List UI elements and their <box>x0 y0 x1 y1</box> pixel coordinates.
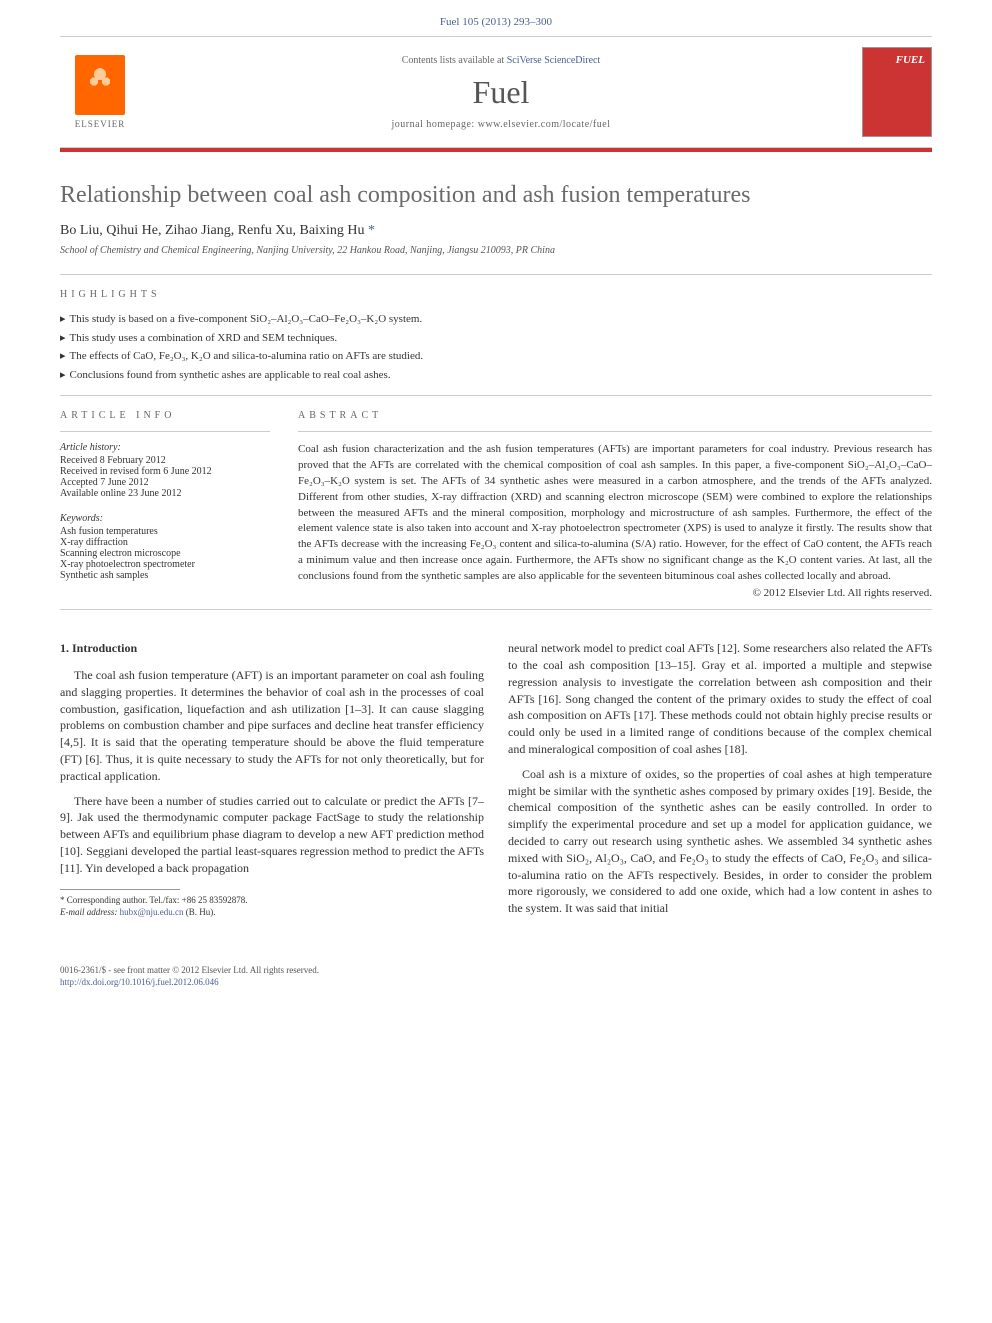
highlight-text: This study is based on a five-component … <box>70 313 423 325</box>
email-label: E-mail address: <box>60 907 120 917</box>
article-content: Relationship between coal ash compositio… <box>0 152 992 945</box>
email-line: E-mail address: hubx@nju.edu.cn (B. Hu). <box>60 906 484 919</box>
page-footer: 0016-2361/$ - see front matter © 2012 El… <box>60 965 932 987</box>
email-suffix: (B. Hu). <box>183 907 215 917</box>
highlight-text: Conclusions found from synthetic ashes a… <box>70 369 391 381</box>
body-paragraph: Coal ash is a mixture of oxides, so the … <box>508 766 932 917</box>
highlight-text: This study uses a combination of XRD and… <box>70 332 338 344</box>
bullet-arrow-icon: ▸ <box>60 313 66 325</box>
highlight-item: ▸ This study is based on a five-component… <box>60 310 932 329</box>
bullet-arrow-icon: ▸ <box>60 332 66 344</box>
homepage-url[interactable]: www.elsevier.com/locate/fuel <box>478 119 611 130</box>
highlight-item: ▸ This study uses a combination of XRD an… <box>60 329 932 348</box>
article-info-heading: article info <box>60 410 270 421</box>
article-title: Relationship between coal ash compositio… <box>60 182 932 209</box>
contents-prefix: Contents lists available at <box>402 55 507 66</box>
journal-cover-thumbnail <box>862 47 932 137</box>
journal-name: Fuel <box>140 74 862 111</box>
body-paragraph: There have been a number of studies carr… <box>60 793 484 877</box>
article-info-column: article info Article history: Received 8… <box>60 410 270 599</box>
highlight-text: The effects of CaO, Fe₂O₃, K₂O and silic… <box>70 350 424 362</box>
abstract-heading: abstract <box>298 410 932 421</box>
doi-link[interactable]: http://dx.doi.org/10.1016/j.fuel.2012.06… <box>60 977 219 987</box>
rule <box>60 395 932 396</box>
body-paragraph: The coal ash fusion temperature (AFT) is… <box>60 667 484 785</box>
corresponding-footnote: * Corresponding author. Tel./fax: +86 25… <box>60 894 484 919</box>
history-line: Received in revised form 6 June 2012 <box>60 466 270 477</box>
bullet-arrow-icon: ▸ <box>60 369 66 381</box>
contents-lists-line: Contents lists available at SciVerse Sci… <box>140 55 862 66</box>
author-list: Bo Liu, Qihui He, Zihao Jiang, Renfu Xu,… <box>60 223 932 239</box>
section-heading: 1. Introduction <box>60 640 484 657</box>
keyword: X-ray diffraction <box>60 537 270 548</box>
history-line: Received 8 February 2012 <box>60 455 270 466</box>
body-right-column: neural network model to predict coal AFT… <box>508 640 932 925</box>
header-center: Contents lists available at SciVerse Sci… <box>140 55 862 130</box>
abstract-column: abstract Coal ash fusion characterizatio… <box>298 410 932 599</box>
history-label: Article history: <box>60 442 270 453</box>
keyword: X-ray photoelectron spectrometer <box>60 559 270 570</box>
abstract-copyright: © 2012 Elsevier Ltd. All rights reserved… <box>298 587 932 599</box>
keyword: Scanning electron microscope <box>60 548 270 559</box>
homepage-line: journal homepage: www.elsevier.com/locat… <box>140 119 862 130</box>
scidirect-link[interactable]: SciVerse ScienceDirect <box>507 55 601 66</box>
authors-text: Bo Liu, Qihui He, Zihao Jiang, Renfu Xu,… <box>60 223 368 238</box>
body-two-column: 1. Introduction The coal ash fusion temp… <box>60 640 932 925</box>
publisher-name: ELSEVIER <box>75 119 126 129</box>
rule <box>298 431 932 432</box>
footer-copyright: 0016-2361/$ - see front matter © 2012 El… <box>60 965 932 975</box>
keyword: Synthetic ash samples <box>60 570 270 581</box>
corresponding-marker: * <box>368 223 375 238</box>
highlight-item: ▸ Conclusions found from synthetic ashes … <box>60 366 932 385</box>
highlights-heading: highlights <box>60 289 932 300</box>
email-link[interactable]: hubx@nju.edu.cn <box>120 907 184 917</box>
citation-line: Fuel 105 (2013) 293–300 <box>0 0 992 36</box>
article-history-block: Article history: Received 8 February 201… <box>60 442 270 499</box>
bullet-arrow-icon: ▸ <box>60 350 66 362</box>
rule <box>60 431 270 432</box>
rule <box>60 609 932 610</box>
elsevier-tree-icon <box>75 55 125 115</box>
info-abstract-row: article info Article history: Received 8… <box>60 410 932 599</box>
journal-header-box: ELSEVIER Contents lists available at Sci… <box>60 36 932 148</box>
body-paragraph: neural network model to predict coal AFT… <box>508 640 932 758</box>
publisher-logo: ELSEVIER <box>60 47 140 137</box>
keywords-label: Keywords: <box>60 513 270 524</box>
doi-line: http://dx.doi.org/10.1016/j.fuel.2012.06… <box>60 977 932 987</box>
abstract-text: Coal ash fusion characterization and the… <box>298 442 932 585</box>
corr-author-line: * Corresponding author. Tel./fax: +86 25… <box>60 894 484 907</box>
history-line: Available online 23 June 2012 <box>60 488 270 499</box>
highlights-list: ▸ This study is based on a five-component… <box>60 310 932 385</box>
affiliation: School of Chemistry and Chemical Enginee… <box>60 245 932 256</box>
history-line: Accepted 7 June 2012 <box>60 477 270 488</box>
body-left-column: 1. Introduction The coal ash fusion temp… <box>60 640 484 925</box>
highlight-item: ▸ The effects of CaO, Fe₂O₃, K₂O and sili… <box>60 347 932 366</box>
keyword: Ash fusion temperatures <box>60 526 270 537</box>
keywords-block: Keywords: Ash fusion temperatures X-ray … <box>60 513 270 581</box>
homepage-prefix: journal homepage: <box>392 119 478 130</box>
rule <box>60 274 932 275</box>
footnote-rule <box>60 889 180 890</box>
